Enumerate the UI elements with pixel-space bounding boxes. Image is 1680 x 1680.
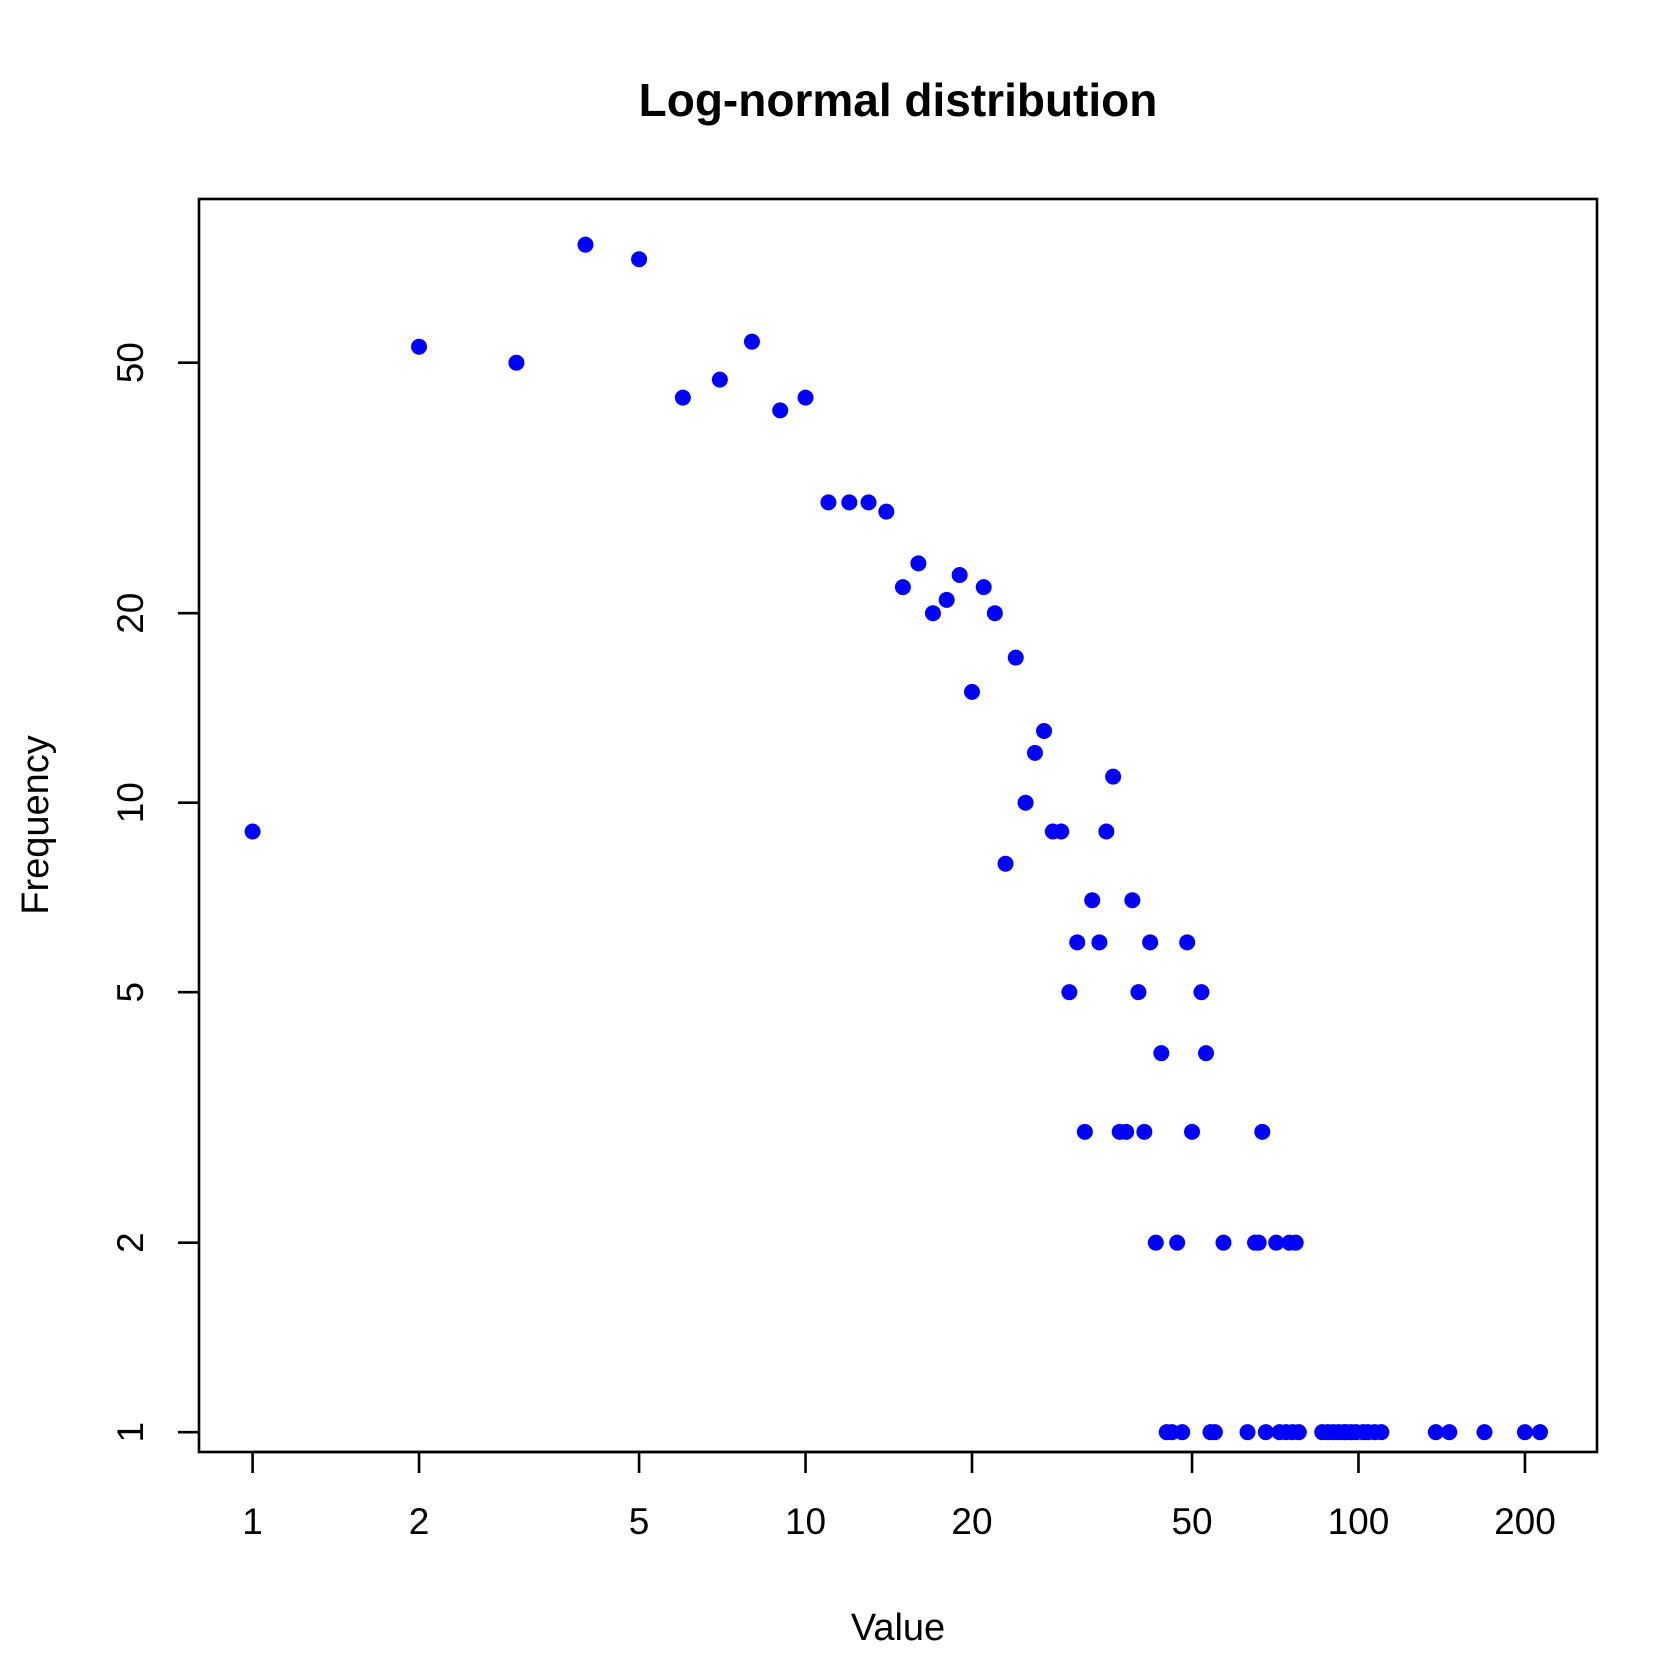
- data-point: [244, 823, 261, 840]
- data-point: [1147, 1234, 1164, 1251]
- data-point: [797, 389, 814, 406]
- data-point: [1239, 1424, 1256, 1441]
- data-point: [1091, 934, 1108, 951]
- data-point: [1026, 744, 1043, 761]
- data-point: [841, 494, 858, 511]
- data-point: [1184, 1123, 1201, 1140]
- x-tick-label: 50: [1171, 1501, 1212, 1542]
- data-point: [1098, 823, 1115, 840]
- data-point: [860, 494, 877, 511]
- data-point: [1476, 1424, 1493, 1441]
- data-point: [1142, 934, 1159, 951]
- data-point: [1373, 1424, 1390, 1441]
- data-point: [1124, 892, 1141, 909]
- data-point: [411, 338, 428, 355]
- data-point: [508, 354, 525, 371]
- data-point: [577, 236, 594, 253]
- y-tick-label: 5: [110, 982, 151, 1003]
- data-point: [1215, 1234, 1232, 1251]
- data-point: [986, 605, 1003, 622]
- data-point: [820, 494, 837, 511]
- data-point: [910, 555, 927, 572]
- data-point: [1069, 934, 1086, 951]
- data-point: [743, 333, 760, 350]
- data-point: [1153, 1045, 1170, 1062]
- data-point: [1105, 768, 1122, 785]
- y-tick-label: 1: [110, 1422, 151, 1443]
- data-point: [1257, 1424, 1274, 1441]
- data-point: [894, 579, 911, 596]
- data-point: [1130, 984, 1147, 1001]
- data-point: [1268, 1234, 1285, 1251]
- y-tick-label: 10: [110, 782, 151, 823]
- data-point: [1118, 1123, 1135, 1140]
- data-point: [963, 683, 980, 700]
- data-point: [631, 251, 648, 268]
- data-point: [1169, 1234, 1186, 1251]
- data-point: [975, 579, 992, 596]
- data-point: [1532, 1424, 1549, 1441]
- data-point: [1287, 1234, 1304, 1251]
- data-point: [1516, 1424, 1533, 1441]
- chart-title: Log-normal distribution: [639, 74, 1158, 126]
- x-tick-label: 10: [785, 1501, 826, 1542]
- data-point: [1174, 1424, 1191, 1441]
- data-point: [1084, 892, 1101, 909]
- data-point: [1198, 1045, 1215, 1062]
- data-point: [1427, 1424, 1444, 1441]
- x-tick-label: 5: [629, 1501, 650, 1542]
- data-point: [1206, 1424, 1223, 1441]
- data-point: [1179, 934, 1196, 951]
- y-axis: 1 2 5 10 20 50: [110, 342, 199, 1442]
- y-tick-label: 20: [110, 593, 151, 634]
- data-point: [1076, 1123, 1093, 1140]
- data-point: [1250, 1234, 1267, 1251]
- data-point: [924, 605, 941, 622]
- y-axis-label: Frequency: [15, 735, 57, 915]
- x-axis-label: Value: [851, 1607, 945, 1649]
- data-point: [711, 371, 728, 388]
- data-point: [1007, 649, 1024, 666]
- data-points: [244, 236, 1549, 1441]
- x-tick-label: 2: [409, 1501, 430, 1542]
- x-tick-label: 1: [242, 1501, 263, 1542]
- x-tick-label: 200: [1494, 1501, 1556, 1542]
- plot-frame: [197, 197, 1599, 1454]
- x-tick-label: 20: [951, 1501, 992, 1542]
- x-tick-label: 100: [1328, 1501, 1390, 1542]
- y-tick-label: 2: [110, 1232, 151, 1253]
- data-point: [1036, 722, 1053, 739]
- data-point: [772, 402, 789, 419]
- data-point: [1136, 1123, 1153, 1140]
- y-tick-label: 50: [110, 342, 151, 383]
- data-point: [1193, 984, 1210, 1001]
- data-point: [1254, 1123, 1271, 1140]
- data-point: [1053, 823, 1070, 840]
- data-point: [878, 503, 895, 520]
- data-point: [997, 855, 1014, 872]
- data-point: [1061, 984, 1078, 1001]
- data-point: [1290, 1424, 1307, 1441]
- data-point: [1017, 794, 1034, 811]
- data-point: [674, 389, 691, 406]
- data-point: [1441, 1424, 1458, 1441]
- data-point: [938, 591, 955, 608]
- data-point: [951, 566, 968, 583]
